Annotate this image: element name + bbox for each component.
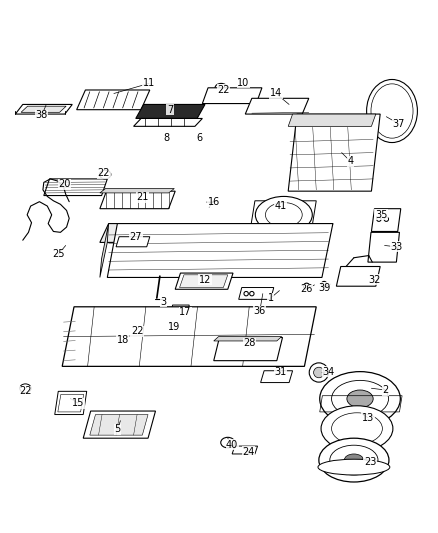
Polygon shape bbox=[261, 371, 293, 383]
Ellipse shape bbox=[321, 406, 393, 451]
Text: 26: 26 bbox=[300, 284, 313, 294]
Text: 22: 22 bbox=[98, 168, 110, 178]
Text: 28: 28 bbox=[244, 338, 256, 348]
Ellipse shape bbox=[309, 363, 328, 382]
Polygon shape bbox=[116, 237, 150, 247]
Text: 17: 17 bbox=[179, 308, 191, 318]
Polygon shape bbox=[288, 114, 376, 126]
Polygon shape bbox=[336, 266, 380, 286]
Polygon shape bbox=[232, 446, 258, 454]
Ellipse shape bbox=[332, 381, 389, 417]
Text: 35: 35 bbox=[375, 210, 387, 220]
Ellipse shape bbox=[332, 413, 382, 445]
Ellipse shape bbox=[320, 372, 400, 426]
Ellipse shape bbox=[20, 384, 31, 393]
Ellipse shape bbox=[221, 437, 235, 448]
Text: 7: 7 bbox=[167, 104, 173, 115]
Polygon shape bbox=[62, 307, 316, 366]
Text: 39: 39 bbox=[318, 282, 330, 293]
Polygon shape bbox=[100, 191, 175, 209]
Ellipse shape bbox=[367, 79, 417, 142]
Polygon shape bbox=[55, 391, 87, 415]
Text: 41: 41 bbox=[274, 201, 286, 211]
Text: 23: 23 bbox=[364, 457, 376, 467]
Text: 18: 18 bbox=[117, 335, 129, 345]
Ellipse shape bbox=[99, 170, 111, 179]
Polygon shape bbox=[180, 275, 228, 287]
Text: 27: 27 bbox=[130, 232, 142, 242]
Text: 32: 32 bbox=[368, 274, 381, 285]
Polygon shape bbox=[245, 98, 309, 114]
Text: 34: 34 bbox=[322, 367, 335, 377]
Polygon shape bbox=[21, 106, 66, 112]
Polygon shape bbox=[371, 209, 401, 231]
Polygon shape bbox=[171, 305, 189, 316]
Text: 16: 16 bbox=[208, 197, 220, 207]
Polygon shape bbox=[288, 114, 380, 191]
Ellipse shape bbox=[318, 459, 390, 475]
Polygon shape bbox=[214, 336, 282, 341]
Polygon shape bbox=[239, 287, 274, 300]
Text: 31: 31 bbox=[274, 367, 286, 377]
Text: 19: 19 bbox=[168, 322, 180, 332]
Text: 21: 21 bbox=[136, 192, 148, 203]
Polygon shape bbox=[107, 223, 333, 278]
Text: 40: 40 bbox=[226, 440, 238, 450]
Polygon shape bbox=[77, 90, 150, 110]
Ellipse shape bbox=[319, 438, 389, 482]
Text: 14: 14 bbox=[270, 88, 282, 99]
Ellipse shape bbox=[265, 203, 302, 227]
Polygon shape bbox=[100, 223, 333, 243]
Text: 38: 38 bbox=[35, 110, 48, 120]
Ellipse shape bbox=[344, 454, 364, 466]
Polygon shape bbox=[100, 223, 109, 278]
Text: 22: 22 bbox=[217, 85, 230, 94]
Text: 10: 10 bbox=[237, 77, 250, 87]
Polygon shape bbox=[136, 104, 205, 118]
Ellipse shape bbox=[215, 84, 227, 92]
Text: 37: 37 bbox=[392, 119, 405, 128]
Text: 33: 33 bbox=[390, 242, 403, 252]
Polygon shape bbox=[83, 411, 155, 438]
Ellipse shape bbox=[347, 390, 373, 408]
Polygon shape bbox=[90, 415, 148, 435]
Polygon shape bbox=[44, 179, 107, 196]
Polygon shape bbox=[368, 232, 399, 262]
Polygon shape bbox=[100, 189, 174, 193]
Text: 8: 8 bbox=[163, 133, 170, 143]
Ellipse shape bbox=[304, 283, 310, 289]
Text: 11: 11 bbox=[143, 78, 155, 88]
Ellipse shape bbox=[131, 326, 142, 334]
Polygon shape bbox=[154, 327, 186, 337]
Polygon shape bbox=[88, 332, 122, 351]
Ellipse shape bbox=[314, 367, 324, 378]
Text: 3: 3 bbox=[160, 296, 166, 306]
Polygon shape bbox=[175, 273, 233, 289]
Polygon shape bbox=[202, 88, 262, 103]
Ellipse shape bbox=[255, 197, 312, 233]
Text: 22: 22 bbox=[19, 386, 32, 397]
Text: 15: 15 bbox=[72, 398, 84, 408]
Text: 2: 2 bbox=[382, 385, 389, 395]
Text: 20: 20 bbox=[59, 179, 71, 189]
Ellipse shape bbox=[321, 281, 327, 287]
Ellipse shape bbox=[330, 445, 378, 475]
Polygon shape bbox=[15, 104, 72, 114]
Text: 6: 6 bbox=[196, 133, 202, 143]
Polygon shape bbox=[134, 118, 202, 126]
Text: 22: 22 bbox=[131, 326, 143, 336]
Text: 1: 1 bbox=[268, 293, 274, 303]
Text: 36: 36 bbox=[254, 306, 266, 316]
Text: 24: 24 bbox=[243, 447, 255, 457]
Text: 4: 4 bbox=[347, 156, 353, 166]
Polygon shape bbox=[251, 201, 316, 228]
Text: 5: 5 bbox=[114, 424, 120, 434]
Polygon shape bbox=[214, 337, 283, 361]
Text: 25: 25 bbox=[52, 249, 64, 259]
Text: 13: 13 bbox=[362, 413, 374, 423]
Text: 12: 12 bbox=[199, 274, 211, 285]
